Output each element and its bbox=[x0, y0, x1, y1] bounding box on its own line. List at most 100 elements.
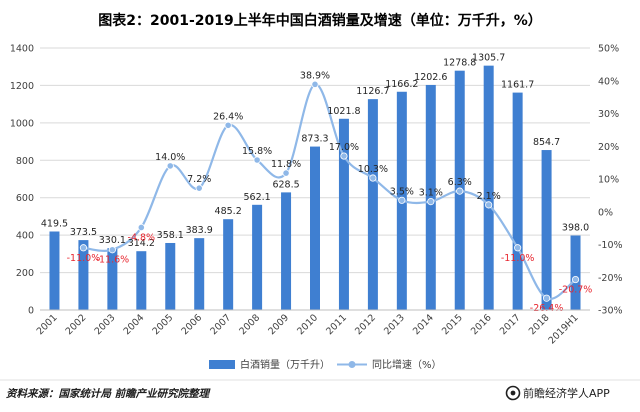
bar-value-label: 854.7 bbox=[533, 137, 560, 148]
bar-value-label: 419.5 bbox=[41, 218, 68, 229]
bar-value-label: 1305.7 bbox=[472, 53, 505, 64]
growth-point bbox=[571, 275, 580, 284]
bar bbox=[194, 238, 205, 310]
growth-value-label: 3.5% bbox=[390, 186, 414, 197]
chart-title: 图表2：2001-2019上半年中国白酒销量及增速（单位：万千升，%） bbox=[98, 12, 542, 29]
bar bbox=[252, 204, 263, 310]
bar bbox=[136, 251, 147, 310]
legend-swatch-sales bbox=[209, 360, 235, 369]
bar bbox=[223, 219, 234, 310]
bar bbox=[367, 99, 378, 310]
growth-point bbox=[340, 152, 348, 160]
growth-point bbox=[137, 223, 145, 232]
bar bbox=[49, 231, 60, 310]
bar-value-label: 1278.8 bbox=[443, 58, 476, 69]
bar-value-label: 628.5 bbox=[272, 179, 299, 190]
growth-point bbox=[195, 184, 203, 192]
growth-point bbox=[398, 196, 406, 204]
y-axis-left: 0 200 400 600 800 1000 1200 1400 bbox=[10, 44, 34, 317]
growth-value-label: 7.2% bbox=[187, 174, 211, 185]
y-right-tick-label: 40% bbox=[598, 76, 619, 87]
bar-value-label: 373.5 bbox=[70, 227, 97, 238]
growth-point bbox=[542, 294, 551, 302]
bar bbox=[310, 146, 320, 310]
growth-point bbox=[166, 162, 174, 170]
bar-value-label: 562.1 bbox=[244, 192, 271, 203]
legend-label-growth: 同比增速（%） bbox=[372, 358, 442, 371]
bar-value-label: 1202.6 bbox=[414, 72, 447, 83]
y-left-tick-label: 200 bbox=[16, 268, 34, 279]
growth-point bbox=[427, 197, 435, 206]
growth-point bbox=[282, 169, 290, 177]
growth-value-label: 6.3% bbox=[448, 177, 472, 188]
bar-value-label: 330.1 bbox=[99, 235, 126, 246]
bar bbox=[570, 235, 581, 310]
growth-value-label: -11.0% bbox=[67, 253, 101, 264]
growth-value-label: -11.0% bbox=[501, 253, 535, 264]
y-left-tick-label: 400 bbox=[16, 231, 34, 242]
y-left-tick-label: 1000 bbox=[10, 118, 34, 129]
bar bbox=[425, 84, 436, 310]
y-right-tick-label: 50% bbox=[598, 44, 619, 55]
growth-value-label: 15.8% bbox=[242, 146, 272, 157]
growth-value-label: 2.1% bbox=[477, 191, 501, 202]
brand-name: 前瞻经济学人APP bbox=[523, 386, 610, 400]
y-right-tick-label: 0% bbox=[598, 207, 613, 218]
bar-value-label: 485.2 bbox=[215, 206, 242, 217]
y-left-tick-label: 600 bbox=[16, 193, 34, 204]
source-note: 资料来源：国家统计局 前瞻产业研究院整理 bbox=[6, 387, 212, 400]
legend-marker-growth bbox=[348, 361, 356, 368]
growth-value-label: 17.0% bbox=[329, 142, 359, 153]
line-series bbox=[79, 80, 580, 302]
growth-point bbox=[253, 156, 261, 164]
y-right-tick-label: 30% bbox=[598, 109, 619, 120]
y-right-tick-label: -20% bbox=[598, 273, 623, 284]
bar bbox=[107, 248, 118, 310]
line-data-labels: -11.0%-11.6%-4.8%14.0%7.2%26.4%15.8%11.8… bbox=[67, 70, 593, 314]
y-right-tick-label: -10% bbox=[598, 240, 623, 251]
y-left-tick-label: 1200 bbox=[10, 81, 34, 92]
growth-value-label: 10.3% bbox=[358, 164, 388, 175]
bar-value-label: 1161.7 bbox=[501, 80, 534, 91]
growth-point bbox=[514, 244, 522, 252]
y-right-tick-label: 10% bbox=[598, 175, 619, 186]
growth-point bbox=[456, 187, 464, 195]
bar bbox=[541, 150, 552, 310]
bar bbox=[281, 192, 292, 310]
growth-value-label: 14.0% bbox=[155, 152, 185, 163]
bar bbox=[165, 242, 176, 310]
bar-value-label: 1166.2 bbox=[385, 79, 418, 90]
growth-value-label: 3.1% bbox=[419, 188, 443, 199]
bar-value-label: 383.9 bbox=[186, 225, 213, 236]
bar-value-label: 398.0 bbox=[562, 223, 589, 234]
y-left-tick-label: 800 bbox=[16, 156, 34, 167]
legend-label-sales: 白酒销量（万千升） bbox=[240, 358, 330, 371]
qianzhan-logo-icon bbox=[505, 385, 521, 401]
growth-point bbox=[369, 174, 377, 182]
legend: 白酒销量（万千升） 同比增速（%） bbox=[209, 358, 442, 371]
bar-value-label: 1021.8 bbox=[327, 106, 360, 117]
growth-value-label: 11.8% bbox=[271, 159, 301, 170]
growth-value-label: -26.4% bbox=[530, 303, 564, 314]
y-right-tick-label: -30% bbox=[598, 306, 623, 317]
growth-value-label: -4.8% bbox=[128, 232, 156, 243]
bar bbox=[338, 118, 349, 310]
growth-point bbox=[79, 244, 88, 252]
brand: 前瞻经济学人APP bbox=[505, 385, 610, 401]
bar-value-label: 314.2 bbox=[128, 238, 155, 249]
growth-point bbox=[224, 121, 232, 129]
y-axis-right: -30% -20% -10% 0% 10% 20% 30% 40% 50% bbox=[598, 44, 623, 317]
bar bbox=[483, 65, 494, 310]
y-left-tick-label: 1400 bbox=[10, 44, 34, 55]
growth-value-label: 26.4% bbox=[213, 111, 243, 122]
y-right-tick-label: 20% bbox=[598, 142, 619, 153]
growth-value-label: 38.9% bbox=[300, 70, 330, 81]
growth-value-label: -20.7% bbox=[559, 285, 593, 296]
bar-value-label: 1126.7 bbox=[356, 86, 389, 97]
bar bbox=[512, 92, 523, 310]
bar-value-label: 358.1 bbox=[157, 230, 184, 241]
growth-point bbox=[485, 201, 493, 209]
bar bbox=[78, 240, 89, 310]
